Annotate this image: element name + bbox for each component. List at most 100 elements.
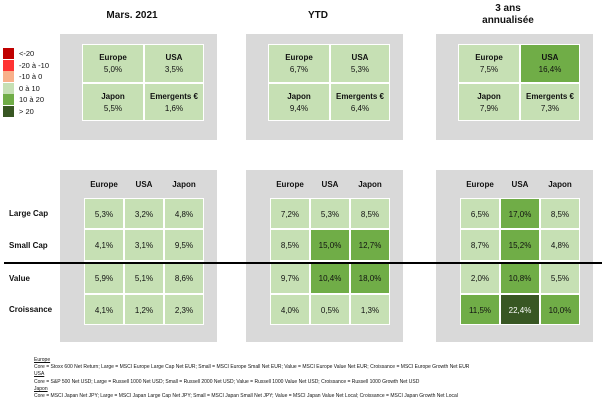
region-value: 7,5% <box>479 65 499 74</box>
region-name: Europe <box>99 53 127 62</box>
style-panel: Europe USA Japon 6,5% 17,0% 8,5% 8,7% 15,2% 4,8%… <box>436 170 593 342</box>
row-label: Large Cap <box>9 209 49 218</box>
region-value: 6,7% <box>289 65 309 74</box>
legend-label: -10 à 0 <box>19 72 43 81</box>
region-cell: Emergents € 6,4% <box>330 83 390 121</box>
style-cell: 8,5% <box>350 198 390 229</box>
style-cell: 10,8% <box>500 261 540 294</box>
legend-label: 10 à 20 <box>19 95 45 104</box>
legend-swatch <box>3 71 14 82</box>
region-cell: USA 3,5% <box>144 44 204 83</box>
style-cell: 2,0% <box>460 261 500 294</box>
legend-label: 0 à 10 <box>19 83 40 93</box>
region-name: Emergents € <box>335 92 385 101</box>
style-cell: 12,7% <box>350 229 390 261</box>
style-cell: 5,9% <box>84 261 124 294</box>
style-cell: 6,5% <box>460 198 500 229</box>
region-cell: Emergents € 7,3% <box>520 83 580 121</box>
style-cell: 22,4% <box>500 294 540 325</box>
region-name: USA <box>541 53 559 62</box>
style-cell: 9,7% <box>270 261 310 294</box>
region-value: 6,4% <box>350 104 370 113</box>
style-cell: 4,8% <box>540 229 580 261</box>
legend-swatch <box>3 48 14 59</box>
column-header: Europe <box>276 180 304 189</box>
region-name: Emergents € <box>149 92 199 101</box>
region-cell: USA 16,4% <box>520 44 580 83</box>
region-value: 5,3% <box>350 65 370 74</box>
style-cell: 4,8% <box>164 198 204 229</box>
legend-label: <-20 <box>19 49 35 58</box>
style-cell: 4,1% <box>84 294 124 325</box>
period-title: Mars. 2021 <box>72 10 192 22</box>
style-cell: 4,1% <box>84 229 124 261</box>
region-name: Europe <box>285 53 313 62</box>
row-label: Value <box>9 274 30 283</box>
region-cell: Europe 5,0% <box>82 44 144 83</box>
region-name: Europe <box>475 53 503 62</box>
region-value: 5,5% <box>103 104 123 113</box>
region-value: 3,5% <box>164 65 184 74</box>
footnote-line: Core = S&P 500 Net USD; Large = Russell … <box>34 378 420 385</box>
column-header: Japon <box>172 180 196 189</box>
section-divider <box>4 262 602 264</box>
period-title-line: YTD <box>308 10 328 21</box>
style-cell: 9,5% <box>164 229 204 261</box>
legend-label: > 20 <box>19 106 34 116</box>
style-cell: 5,3% <box>310 198 350 229</box>
region-value: 16,4% <box>538 65 562 74</box>
style-cell: 3,1% <box>124 229 164 261</box>
style-cell: 4,0% <box>270 294 310 325</box>
region-name: USA <box>351 53 369 62</box>
region-cell: Japon 5,5% <box>82 83 144 121</box>
style-cell: 7,2% <box>270 198 310 229</box>
region-value: 1,6% <box>164 104 184 113</box>
period-title: YTD <box>258 10 378 22</box>
footnote-line: Core = MSCI Japan Net JPY; Large = MSCI … <box>34 393 458 399</box>
region-cell: Emergents € 1,6% <box>144 83 204 121</box>
period-title: 3 ans annualisée <box>448 3 568 27</box>
style-cell: 15,2% <box>500 229 540 261</box>
legend-swatch <box>3 94 14 105</box>
region-panel: Europe 6,7% USA 5,3% Japon 9,4% Emergents € 6,4… <box>246 34 403 140</box>
style-cell: 5,3% <box>84 198 124 229</box>
style-panel: Europe USA Japon 7,2% 5,3% 8,5% 8,5% 15,0% 12,7%… <box>246 170 403 342</box>
style-cell: 5,5% <box>540 261 580 294</box>
style-cell: 5,1% <box>124 261 164 294</box>
style-cell: 18,0% <box>350 261 390 294</box>
style-cell: 1,3% <box>350 294 390 325</box>
footnote-line: Japon <box>34 385 48 392</box>
region-cell: Europe 7,5% <box>458 44 520 83</box>
footnote-line: Europe <box>34 357 51 363</box>
column-header: USA <box>135 180 153 189</box>
region-name: Japon <box>101 92 125 101</box>
style-cell: 17,0% <box>500 198 540 229</box>
region-value: 7,3% <box>540 104 560 113</box>
region-panel: Europe 7,5% USA 16,4% Japon 7,9% Emergents € 7,… <box>436 34 593 140</box>
column-header: Europe <box>90 180 118 189</box>
style-panel: Europe USA Japon 5,3% 3,2% 4,8% 4,1% 3,1% 9,5% 5,… <box>60 170 217 342</box>
period-title-line: Mars. 2021 <box>106 10 158 21</box>
region-panel: Europe 5,0% USA 3,5% Japon 5,5% Emergents € 1,6… <box>60 34 217 140</box>
region-cell: USA 5,3% <box>330 44 390 83</box>
style-cell: 8,5% <box>540 198 580 229</box>
region-value: 9,4% <box>289 104 309 113</box>
footnote-line: Core = Stoxx 600 Net Return; Large = MSC… <box>34 364 470 371</box>
legend-swatch <box>3 105 14 117</box>
row-label: Croissance <box>9 305 53 314</box>
region-name: USA <box>165 53 183 62</box>
style-cell: 10,4% <box>310 261 350 294</box>
style-cell: 8,5% <box>270 229 310 261</box>
column-header: Europe <box>466 180 494 189</box>
style-cell: 11,5% <box>460 294 500 325</box>
legend-swatch <box>3 82 14 94</box>
style-cell: 1,2% <box>124 294 164 325</box>
column-header: Japon <box>358 180 382 189</box>
footnote-line: USA <box>34 371 45 378</box>
style-cell: 3,2% <box>124 198 164 229</box>
legend-swatch <box>3 59 14 71</box>
region-cell: Europe 6,7% <box>268 44 330 83</box>
style-cell: 2,3% <box>164 294 204 325</box>
period-title-line: 3 ans <box>495 3 521 14</box>
row-label: Small Cap <box>9 241 48 250</box>
